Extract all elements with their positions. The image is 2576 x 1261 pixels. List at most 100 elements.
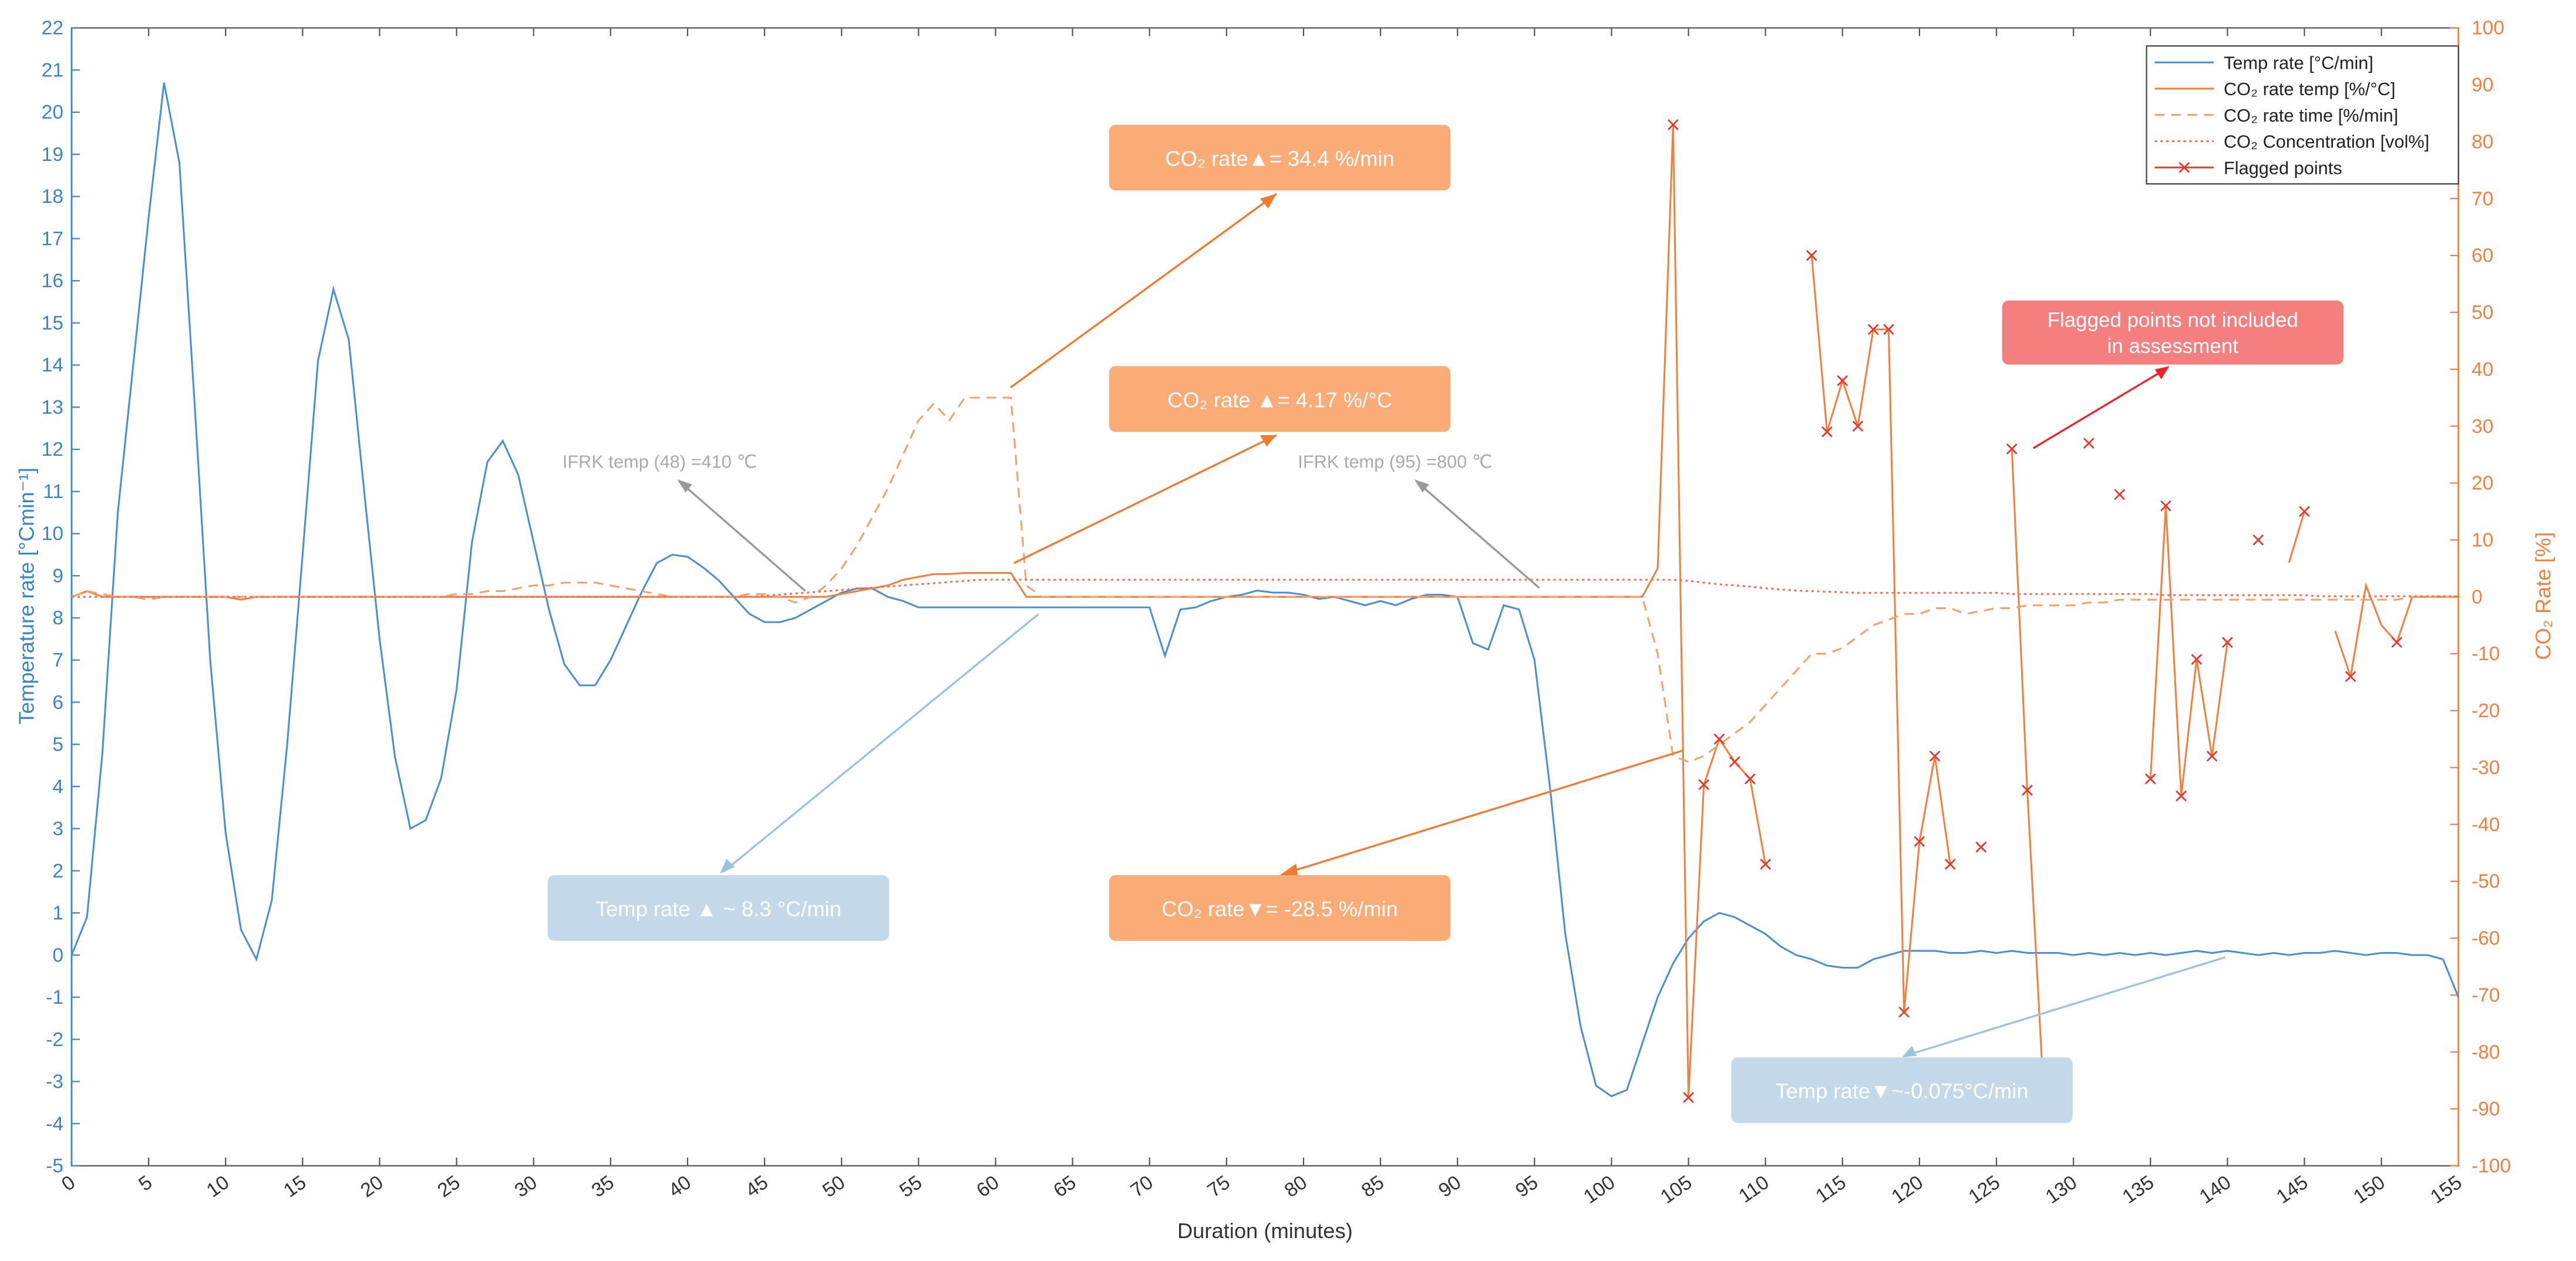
arrow <box>678 480 806 592</box>
x-tick-label: 15 <box>280 1172 311 1202</box>
flagged-point <box>1914 836 1925 848</box>
flagged-point <box>2191 654 2203 665</box>
x-tick-label: 25 <box>434 1172 464 1202</box>
plot-area: 0 5 10 15 20 25 30 35 40 45 50 55 60 65 70 75 80 85 90 95 10… <box>42 18 2511 1208</box>
x-tick-label: 35 <box>588 1172 618 1202</box>
x-tick-label: 145 <box>2272 1172 2312 1208</box>
annotation-text: Flagged points not included <box>2048 308 2298 331</box>
y2-tick-label: -100 <box>2471 1155 2511 1177</box>
arrow-head <box>677 479 692 493</box>
y-tick-label: 8 <box>52 607 63 629</box>
flagged-point <box>1806 250 1817 261</box>
y-tick-label: 11 <box>43 481 63 503</box>
y-tick-label: 16 <box>42 270 63 292</box>
annotation-text: Temp rate▼~-0.075°C/min <box>1775 1079 2028 1103</box>
annotation-text: IFRK temp (48) =410 ℃ <box>563 452 757 472</box>
x-tick-label: 80 <box>1281 1172 1311 1202</box>
x-tick-label: 120 <box>1888 1172 1927 1208</box>
flagged-point <box>1667 119 1679 130</box>
y-tick-label: 13 <box>42 396 63 418</box>
x-tick-label: 55 <box>896 1172 927 1202</box>
series-line <box>71 396 2459 763</box>
annotation-text: CO₂ rate ▲= 4.17 %/°C <box>1167 388 1392 412</box>
y-tick-label: 21 <box>42 59 63 81</box>
flagged-point <box>2206 751 2218 762</box>
y2-tick-label: -70 <box>2471 984 2500 1006</box>
x-tick-label: 90 <box>1435 1172 1465 1202</box>
x-tick-label: 110 <box>1735 1172 1773 1208</box>
series-line <box>70 82 2460 1098</box>
x-tick-label: 45 <box>742 1172 772 1202</box>
legend-frame <box>2146 45 2459 185</box>
x-tick-label: 20 <box>357 1172 388 1202</box>
flagged-point <box>2083 438 2095 449</box>
legend: Temp rate [°C/min] CO₂ rate temp [%/°C] CO… <box>2146 45 2459 185</box>
arrow-head <box>1902 1045 1917 1058</box>
flagged-point <box>1944 859 1956 870</box>
flagged-point <box>1975 842 1987 853</box>
arrow <box>1010 193 1277 389</box>
x-tick-label: 60 <box>973 1172 1004 1202</box>
annotation-box <box>1109 125 1451 191</box>
y2-tick-label: 50 <box>2471 302 2493 324</box>
x-tick-label: 10 <box>203 1172 233 1202</box>
flagged-point <box>1698 779 1710 791</box>
x-tick-label: 95 <box>1511 1172 1542 1202</box>
legend-label: CO₂ rate temp [%/°C] <box>2224 79 2396 99</box>
arrow-head <box>1279 863 1298 876</box>
y2-tick-label: -20 <box>2471 700 2500 722</box>
flagged-point <box>1929 751 1941 762</box>
flagged-point <box>2252 534 2264 546</box>
x-axis-label: Duration (minutes) <box>1177 1219 1353 1243</box>
arrow-head <box>1414 479 1429 493</box>
y-tick-label: 3 <box>52 818 63 840</box>
arrow <box>2032 366 2168 449</box>
arrow <box>1284 749 1684 875</box>
y-axis-label: Temperature rate [°Cmin⁻¹] <box>15 468 39 724</box>
y2-tick-label: 30 <box>2471 416 2493 438</box>
y-tick-label: 22 <box>42 18 63 39</box>
annotation-box <box>2002 300 2344 365</box>
y-tick-label: 4 <box>52 776 63 798</box>
flagged-point <box>1745 773 1756 785</box>
legend-marker <box>2178 162 2190 173</box>
flagged-point <box>2160 500 2171 512</box>
annotation-box <box>547 875 890 941</box>
y2-tick-label: 10 <box>2471 530 2493 552</box>
y2-tick-label: -80 <box>2471 1041 2500 1063</box>
flagged-point <box>2006 443 2018 455</box>
y2-tick-label: 100 <box>2471 18 2504 39</box>
x-tick-label: 100 <box>1580 1172 1619 1208</box>
y-tick-label: 6 <box>52 692 63 714</box>
arrow-head <box>1260 435 1277 447</box>
x-tick-label: 105 <box>1656 1172 1696 1208</box>
y2-tick-label: -30 <box>2471 757 2500 779</box>
flagged-point <box>1837 375 1848 386</box>
x-tick-label: 150 <box>2350 1172 2389 1208</box>
y2-tick-label: 0 <box>2471 586 2483 608</box>
y-tick-label: 20 <box>42 102 63 123</box>
x-tick-label: 135 <box>2119 1172 2158 1208</box>
x-tick-label: 50 <box>819 1172 849 1202</box>
annotation-text: IFRK temp (95) =800 ℃ <box>1298 452 1492 472</box>
y-tick-label: 7 <box>52 650 63 671</box>
y2-tick-label: -40 <box>2471 814 2500 836</box>
flagged-point <box>1852 421 1864 432</box>
flagged-point <box>1867 324 1879 335</box>
x-tick-label: 70 <box>1127 1172 1157 1202</box>
y2-tick-label: 20 <box>2471 473 2493 495</box>
legend-label: Temp rate [°C/min] <box>2224 52 2373 73</box>
y-tick-label: 0 <box>52 944 63 966</box>
y-tick-label: -5 <box>46 1155 63 1177</box>
y2-tick-label: 70 <box>2471 188 2493 210</box>
flagged-point <box>1729 756 1740 768</box>
annotation-text: Temp rate ▲ ~ 8.3 °C/min <box>595 897 841 921</box>
flagged-point <box>2022 785 2033 796</box>
y2-tick-label: 40 <box>2471 359 2493 381</box>
arrow <box>722 613 1039 873</box>
x-tick-label: 155 <box>2427 1172 2466 1208</box>
arrow-head <box>2154 366 2170 379</box>
flagged-point <box>1760 859 1772 870</box>
x-tick-label: 30 <box>511 1172 541 1202</box>
x-tick-label: 130 <box>2042 1172 2081 1208</box>
